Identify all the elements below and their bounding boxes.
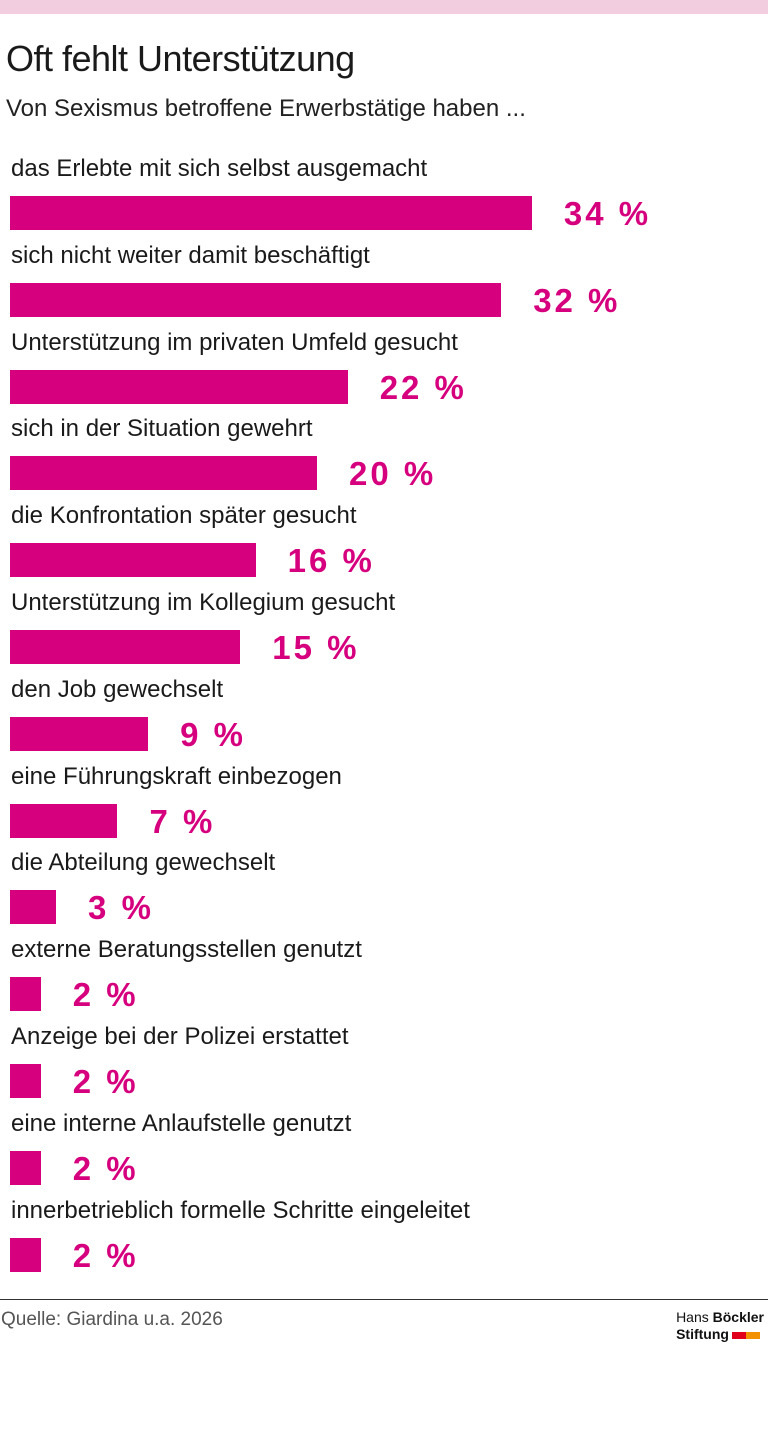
value-label: 22 % [379,368,467,406]
bar-label: externe Beratungsstellen genutzt [11,936,362,964]
bar-label: sich in der Situation gewehrt [11,415,313,443]
bar [10,196,532,230]
source-note: Quelle: Giardina u.a. 2026 [1,1309,223,1330]
value-label: 2 % [72,1063,139,1100]
bar [10,282,502,317]
logo-color-strip [731,1331,760,1339]
value-label: 20 % [349,455,437,493]
bar-label: das Erlebte mit sich selbst ausgemacht [11,155,428,182]
bar [10,1237,41,1272]
bar-label: Unterstützung im privaten Umfeld gesucht [11,328,458,356]
value-label: 3 % [88,889,154,927]
bar-label: Anzeige bei der Polizei erstattet [11,1023,349,1050]
bar [10,543,256,578]
value-label: 9 % [180,715,247,753]
top-color-band [0,0,768,14]
chart-title: Oft fehlt Unterstützung [6,38,355,79]
bar-label: innerbetrieblich formelle Schritte einge… [11,1196,470,1224]
bar-label: den Job gewechselt [11,675,224,703]
hans-boeckler-logo: Hans Böckler Stiftung [676,1309,764,1343]
value-label: 2 % [72,1149,139,1187]
bar [10,803,118,838]
bar [10,1064,41,1098]
chart-subtitle: Von Sexismus betroffene Erwerbstätige ha… [6,95,526,122]
value-label: 7 % [149,802,216,840]
value-label: 2 % [72,976,139,1014]
bar-label: sich nicht weiter damit beschäftigt [11,241,370,269]
bar-label: eine Führungskraft einbezogen [11,762,342,790]
bar [10,456,317,491]
value-label: 16 % [287,542,375,580]
bar [10,369,348,404]
value-label: 2 % [72,1236,139,1274]
logo-text-boeckler: Böckler [712,1309,764,1325]
value-label: 32 % [533,281,621,319]
bar-label: eine interne Anlaufstelle genutzt [11,1109,352,1137]
logo-text-stiftung: Stiftung [676,1326,729,1342]
value-label: 15 % [272,629,360,666]
bar [10,630,241,664]
bar [10,716,149,751]
logo-text-hans: Hans [676,1309,713,1325]
bar-label: die Abteilung gewechselt [11,849,276,877]
bar [10,977,41,1012]
bar [10,1150,41,1185]
bar [10,890,57,925]
value-label: 34 % [563,195,652,232]
bar-label: die Konfrontation später gesucht [11,502,357,530]
bar-label: Unterstützung im Kollegium gesucht [11,589,396,616]
footer-divider [0,1299,768,1300]
